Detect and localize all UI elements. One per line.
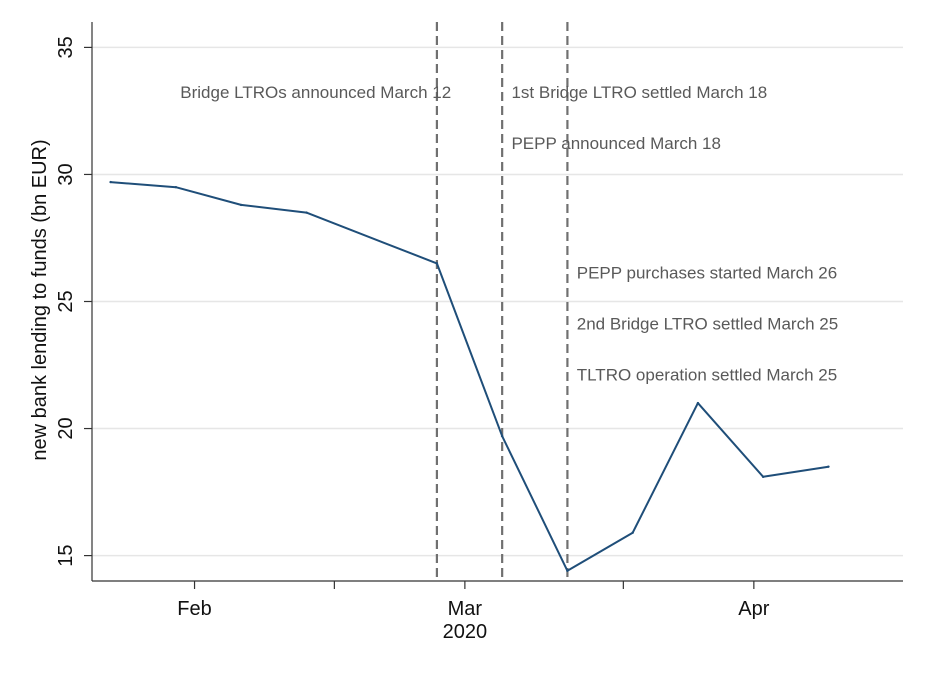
data-point <box>305 211 308 214</box>
event-annotation: PEPP purchases started March 26 <box>577 264 838 283</box>
y-tick-label: 35 <box>55 36 77 58</box>
event-annotation: PEPP announced March 18 <box>511 134 721 153</box>
data-point <box>109 180 112 184</box>
y-tick-label: 20 <box>55 417 77 439</box>
data-point <box>174 185 178 189</box>
y-axis-title: new bank lending to funds (bn EUR) <box>29 139 51 460</box>
x-tick-label: Mar <box>448 598 483 620</box>
y-tick-label: 30 <box>55 163 77 185</box>
x-tick-label: Feb <box>177 598 211 620</box>
x-year-label: 2020 <box>443 621 488 643</box>
data-point <box>566 569 569 573</box>
data-point <box>827 465 830 468</box>
y-tick-label: 25 <box>55 290 77 312</box>
event-annotation: Bridge LTROs announced March 12 <box>180 83 451 102</box>
event-annotation: 1st Bridge LTRO settled March 18 <box>511 83 767 102</box>
data-point <box>500 434 504 438</box>
data-point <box>696 401 700 405</box>
data-point <box>631 531 634 534</box>
y-tick-label: 15 <box>55 544 77 566</box>
data-point <box>435 262 439 265</box>
x-tick-label: Apr <box>738 598 769 620</box>
event-annotation: 2nd Bridge LTRO settled March 25 <box>577 314 838 333</box>
data-point <box>239 203 243 207</box>
data-point <box>761 475 765 479</box>
event-annotation: TLTRO operation settled March 25 <box>577 365 837 384</box>
